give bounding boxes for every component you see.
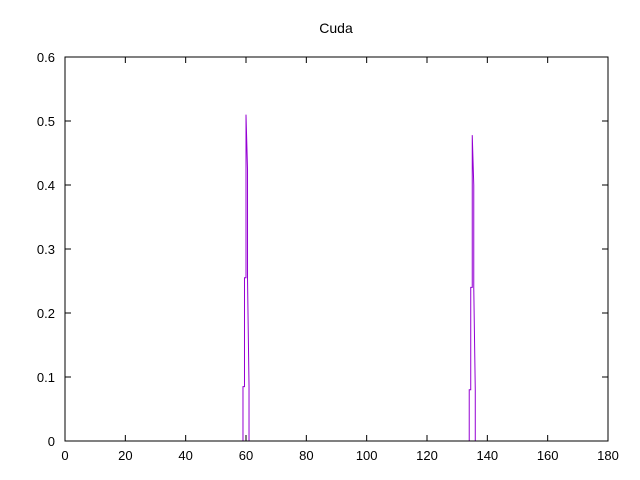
chart-title: Cuda (319, 20, 353, 36)
x-axis: 0 20 40 60 80 100 120 140 160 180 (61, 57, 619, 463)
x-tick-label: 0 (61, 448, 68, 463)
x-tick-label: 20 (118, 448, 132, 463)
x-tick-label: 180 (597, 448, 619, 463)
y-tick-label: 0.3 (37, 242, 55, 257)
x-tick-label: 120 (416, 448, 438, 463)
y-tick-label: 0.4 (37, 178, 55, 193)
y-tick-label: 0 (48, 434, 55, 449)
series-line-1 (65, 114, 608, 442)
plot-frame (64, 56, 609, 442)
x-tick-label: 100 (356, 448, 378, 463)
y-tick-label: 0.6 (37, 50, 55, 65)
y-tick-label: 0.5 (37, 114, 55, 129)
x-tick-label: 140 (476, 448, 498, 463)
series-layer (65, 114, 608, 442)
y-tick-label: 0.1 (37, 370, 55, 385)
y-axis: 0 0.1 0.2 0.3 0.4 0.5 0.6 (37, 50, 608, 449)
x-tick-label: 80 (299, 448, 313, 463)
x-tick-label: 60 (239, 448, 253, 463)
y-tick-label: 0.2 (37, 306, 55, 321)
x-tick-label: 40 (178, 448, 192, 463)
x-tick-label: 160 (537, 448, 559, 463)
series-line-2 (65, 135, 608, 442)
